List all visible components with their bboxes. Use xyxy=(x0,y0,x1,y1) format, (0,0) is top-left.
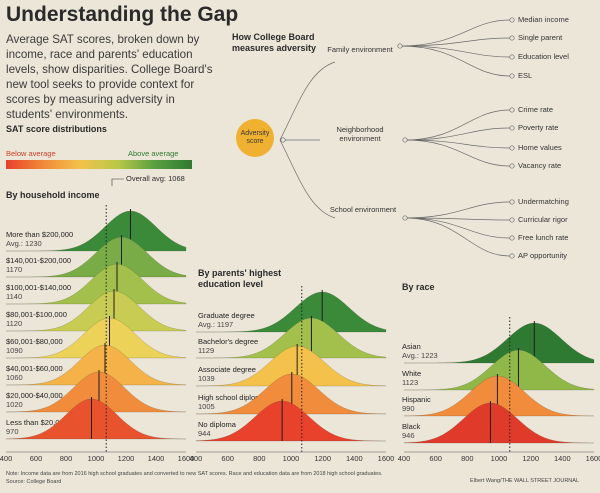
race-tick-label-6: 1600 xyxy=(586,454,600,463)
leaf-curricular-rigor: Curricular rigor xyxy=(518,215,568,224)
education-tick-label-0: 400 xyxy=(190,454,203,463)
income-label-1: More than $200,000 Avg.: 1230 xyxy=(6,230,74,248)
overall-avg-leader xyxy=(111,178,124,186)
race-tick-label-0: 400 xyxy=(398,454,411,463)
income-distribution-7 xyxy=(5,371,187,413)
income-distribution-5 xyxy=(5,317,187,359)
education-tick-label-1: 600 xyxy=(221,454,234,463)
education-label-3: Associate degree 1039 xyxy=(198,365,256,383)
overall-avg-label: Overall avg: 1068 xyxy=(126,174,185,183)
leaf-education-level: Education level xyxy=(518,52,569,61)
income-tick-label-4: 1200 xyxy=(118,454,135,463)
education-label-1: Graduate degree Avg.: 1197 xyxy=(198,311,255,329)
leaf-single-parent: Single parent xyxy=(518,33,563,42)
income-tick-label-1: 600 xyxy=(30,454,43,463)
income-distribution-8 xyxy=(5,398,187,440)
income-label-4: $80,001-$100,000 1120 xyxy=(6,310,67,328)
income-tick-label-3: 1000 xyxy=(88,454,105,463)
education-tick-label-5: 1400 xyxy=(346,454,363,463)
income-tick-label-2: 800 xyxy=(60,454,73,463)
race-label-2: White 1123 xyxy=(402,369,422,387)
footer-credit: Elbert Wang/THE WALL STREET JOURNAL xyxy=(470,478,580,484)
race-tick-label-3: 1000 xyxy=(491,454,508,463)
race-tick-label-2: 800 xyxy=(461,454,474,463)
income-label-3: $100,001-$140,000 1140 xyxy=(6,283,72,301)
income-label-2: $140,001-$200,000 1170 xyxy=(6,256,72,274)
education-distribution-2 xyxy=(195,317,387,359)
adversity-score-label: Adversity score xyxy=(240,130,270,145)
income-distribution-6 xyxy=(5,344,187,386)
income-chart-group: 400 600 800 1000 1200 1400 1600 xyxy=(0,205,194,463)
leaf-vacancy-rate: Vacancy rate xyxy=(518,161,562,170)
adversity-how-title: How College Board measures adversity xyxy=(232,32,317,53)
legend-below-label: Below average xyxy=(6,149,56,158)
education-distribution-3 xyxy=(195,345,387,387)
education-label-2: Bachelor's degree 1129 xyxy=(198,337,259,355)
footer-note: Note: Income data are from 2016 high sch… xyxy=(6,471,383,477)
adversity-score-circle: Adversity score xyxy=(236,119,274,157)
race-label-1: Asian Avg.: 1223 xyxy=(402,342,438,360)
income-label-6: $40,001-$60,000 1060 xyxy=(6,364,63,382)
race-tick-label-5: 1400 xyxy=(554,454,571,463)
leaf-undermatching: Undermatching xyxy=(518,197,569,206)
income-tick-label-6: 1600 xyxy=(178,454,195,463)
income-tick-label-0: 400 xyxy=(0,454,12,463)
income-distribution-3 xyxy=(6,263,187,305)
income-label-7: $20,000-$40,000 1020 xyxy=(6,391,63,409)
race-distribution-3 xyxy=(403,375,595,417)
education-chart-title: By parents' highest education level xyxy=(198,268,282,289)
race-tick-label-4: 1200 xyxy=(522,454,539,463)
family-environment-node: Family environment xyxy=(327,45,393,54)
education-tick-label-4: 1200 xyxy=(314,454,331,463)
race-label-4: Black 946 xyxy=(402,422,421,440)
race-chart-title: By race xyxy=(402,282,435,292)
income-label-8: Less than $20,000 970 xyxy=(6,418,68,436)
education-distribution-1 xyxy=(196,291,387,333)
neighborhood-environment-node: Neighborhood environment xyxy=(336,125,384,143)
income-distribution-4 xyxy=(5,290,187,332)
legend-gradient-bar xyxy=(6,160,192,169)
race-distribution-4 xyxy=(403,402,595,444)
education-distribution-5 xyxy=(195,400,387,442)
education-tick-label-6: 1600 xyxy=(378,454,395,463)
race-tick-label-1: 600 xyxy=(429,454,442,463)
income-distribution-1 xyxy=(6,210,187,252)
race-chart-group: 400 600 800 1000 1200 1400 1600 xyxy=(398,317,600,463)
race-distribution-1 xyxy=(404,322,595,364)
leaf-median-income: Median income xyxy=(518,15,569,24)
leaf-crime-rate: Crime rate xyxy=(518,105,554,114)
intro-text: Average SAT scores, broken down by incom… xyxy=(6,33,213,121)
income-chart-title: By household income xyxy=(6,190,100,200)
footer-source: Source: College Board xyxy=(6,479,62,485)
income-tick-label-5: 1400 xyxy=(148,454,165,463)
education-label-4: High school diploma 1005 xyxy=(198,393,266,411)
education-tick-label-2: 800 xyxy=(253,454,266,463)
legend-title: SAT score distributions xyxy=(6,124,107,134)
race-distribution-2 xyxy=(403,349,595,391)
school-environment-node: School environment xyxy=(329,205,397,214)
leaf-poverty-rate: Poverty rate xyxy=(518,123,559,132)
leaf-esl: ESL xyxy=(518,71,533,80)
education-label-5: No diploma 944 xyxy=(198,420,236,438)
income-distribution-2 xyxy=(6,236,187,278)
income-label-5: $60,001-$80,000 1090 xyxy=(6,337,63,355)
education-tick-label-3: 1000 xyxy=(283,454,300,463)
race-label-3: Hispanic 990 xyxy=(402,395,431,413)
education-chart-group: 400 600 800 1000 1200 1400 1600 xyxy=(190,286,395,463)
legend-above-label: Above average xyxy=(128,149,179,158)
page-title: Understanding the Gap xyxy=(6,3,239,26)
leaf-free-lunch-rate: Free lunch rate xyxy=(518,233,569,242)
leaf-ap-opportunity: AP opportunity xyxy=(518,251,568,260)
leaf-home-values: Home values xyxy=(518,143,562,152)
